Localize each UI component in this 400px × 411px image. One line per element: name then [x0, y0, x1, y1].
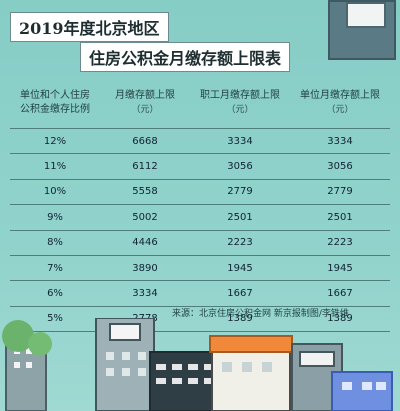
cell-employer: 1667: [327, 288, 353, 300]
cell-employer: 1945: [327, 262, 353, 274]
cell-monthly: 3334: [132, 288, 158, 300]
building-roof: [346, 2, 386, 28]
table-row: 9% 5002 2501 2501: [10, 205, 390, 231]
cell-ratio: 6%: [47, 288, 63, 300]
cell-ratio: 9%: [47, 211, 63, 223]
cell-employee: 2501: [227, 211, 253, 223]
header-monthly-unit: （元）: [131, 105, 159, 115]
cell-employee: 1945: [227, 262, 253, 274]
table-row: 11% 6112 3056 3056: [10, 154, 390, 180]
cell-ratio: 5%: [47, 313, 63, 325]
cell-monthly: 6112: [132, 161, 158, 173]
cell-ratio: 12%: [43, 135, 67, 147]
table-row: 8% 4446 2223 2223: [10, 231, 390, 256]
table-header: 单位和个人住房 公积金缴存比例 月缴存额上限 （元） 职工月缴存额上限 （元） …: [10, 78, 390, 129]
cell-employer: 2223: [327, 237, 353, 249]
cell-employee: 3334: [227, 135, 253, 147]
header-monthly: 月缴存额上限 （元）: [100, 89, 190, 117]
cell-employee: 1667: [227, 288, 253, 300]
table-row: 10% 5558 2779 2779: [10, 180, 390, 206]
cell-monthly: 3890: [132, 262, 158, 274]
header-ratio-line1: 单位和个人住房: [20, 90, 90, 101]
cell-monthly: 4446: [132, 237, 158, 249]
cell-employer: 2501: [327, 211, 353, 223]
header-employee-unit: （元）: [226, 105, 254, 115]
table-row: 7% 3890 1945 1945: [10, 256, 390, 282]
cell-employer: 1389: [327, 313, 353, 325]
title-line-1: 2019年度北京地区: [10, 12, 169, 42]
table-row: 12% 6668 3334 3334: [10, 129, 390, 155]
cell-ratio: 7%: [47, 262, 63, 274]
cell-monthly: 5002: [132, 211, 158, 223]
cell-employee: 2779: [227, 186, 253, 198]
title-block: 2019年度北京地区 住房公积金月缴存额上限表: [10, 10, 300, 72]
limits-table: 单位和个人住房 公积金缴存比例 月缴存额上限 （元） 职工月缴存额上限 （元） …: [10, 78, 390, 333]
cell-employee: 2223: [227, 237, 253, 249]
header-ratio: 单位和个人住房 公积金缴存比例: [10, 89, 100, 117]
cell-ratio: 8%: [47, 237, 63, 249]
source-credit: 来源：北京住房公积金网 新京报制图/李铁维: [172, 309, 349, 319]
header-ratio-line2: 公积金缴存比例: [20, 104, 90, 115]
header-monthly-label: 月缴存额上限: [115, 90, 175, 101]
cell-monthly: 6668: [132, 135, 158, 147]
cell-ratio: 10%: [43, 186, 67, 198]
header-employee-label: 职工月缴存额上限: [200, 90, 280, 101]
header-employer-unit: （元）: [326, 105, 354, 115]
cell-employee: 3056: [227, 161, 253, 173]
cell-ratio: 11%: [43, 161, 67, 173]
title-line-2: 住房公积金月缴存额上限表: [80, 42, 291, 72]
cell-employer: 2779: [327, 186, 353, 198]
table-row: 6% 3334 1667 1667: [10, 281, 390, 307]
cell-employee: 1389: [227, 313, 253, 325]
cell-employer: 3056: [327, 161, 353, 173]
header-employer-label: 单位月缴存额上限: [300, 90, 380, 101]
cell-monthly: 5558: [132, 186, 158, 198]
city-illustration: [2, 318, 393, 411]
header-employer: 单位月缴存额上限 （元）: [290, 89, 390, 117]
cell-employer: 3334: [327, 135, 353, 147]
header-employee: 职工月缴存额上限 （元）: [190, 89, 290, 117]
